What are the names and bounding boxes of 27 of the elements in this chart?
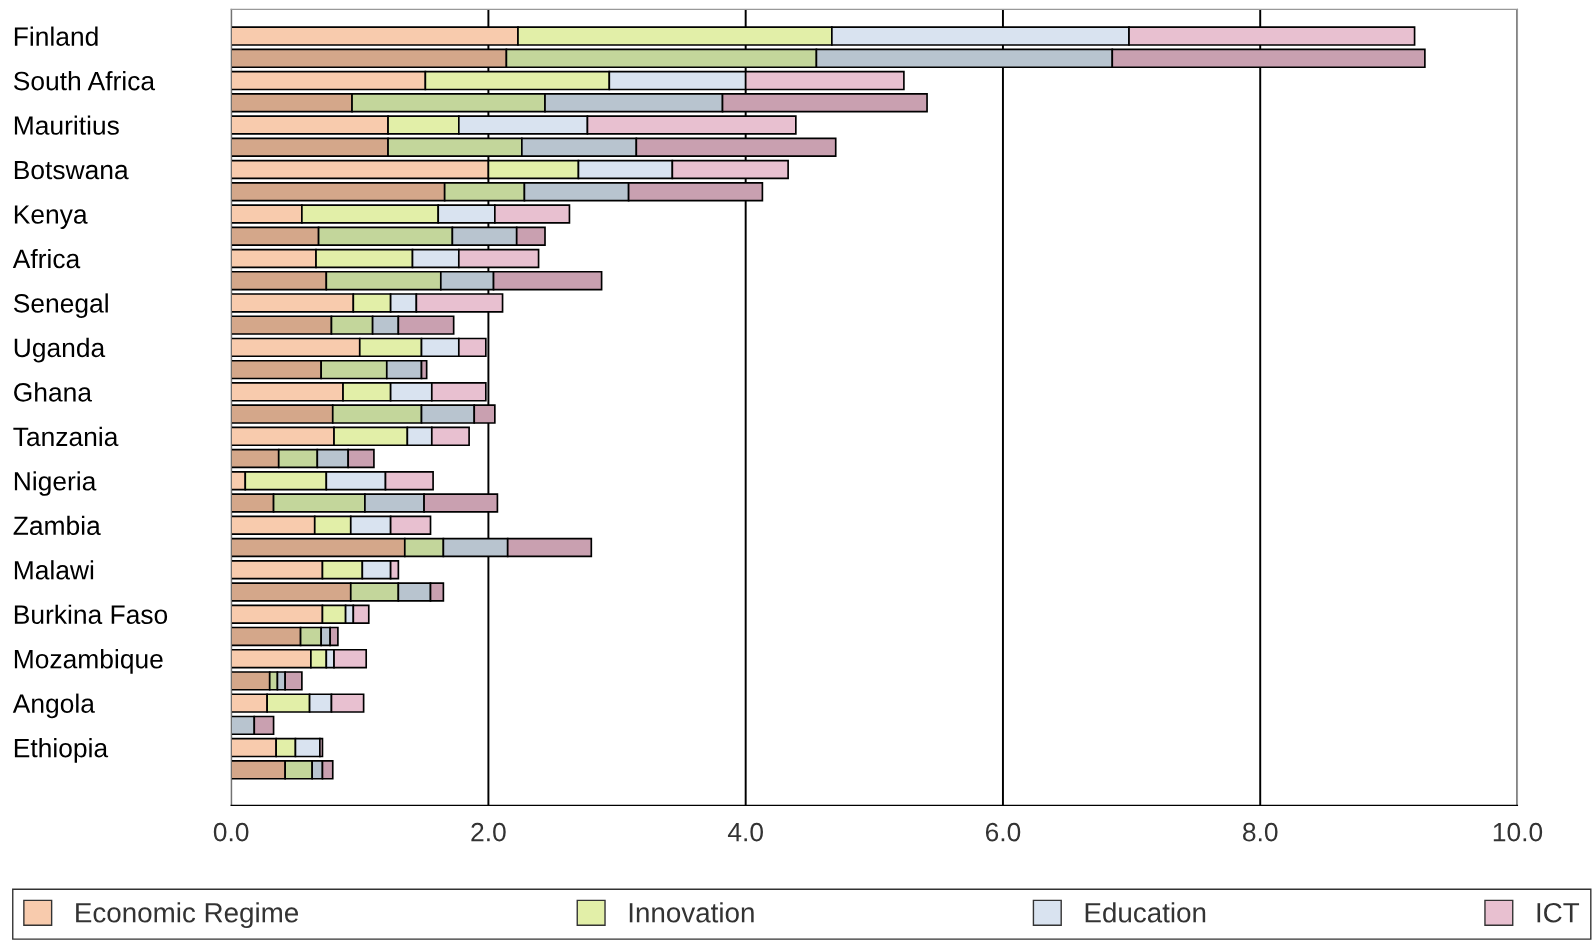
x-tick-label: 4.0: [727, 822, 763, 842]
y-tick-label: Mauritius: [14, 115, 119, 135]
x-tick-label: 10.0: [1493, 822, 1543, 842]
x-tick-label: 2.0: [471, 822, 506, 842]
y-tick-label: Botswana: [14, 160, 129, 180]
x-tick-label: 6.0: [985, 822, 1021, 842]
legend-label: Innovation: [629, 902, 754, 923]
y-tick-label: Mozambique: [14, 649, 163, 674]
y-tick-label: South Africa: [13, 71, 156, 91]
y-tick-label: Africa: [12, 248, 81, 269]
y-tick-label: Nigeria: [14, 471, 97, 496]
legend-label: ICT: [1537, 902, 1580, 923]
y-tick-label: Kenya: [14, 205, 88, 230]
y-tick-label: Tanzania: [13, 426, 119, 447]
x-tick-label: 8.0: [1243, 822, 1278, 842]
y-tick-label: Finland: [14, 26, 98, 46]
legend-label: Economic Regime: [76, 902, 299, 929]
y-tick-label: Ghana: [14, 382, 92, 402]
legend-label: Education: [1085, 902, 1206, 923]
y-tick-label: Angola: [12, 693, 95, 719]
y-tick-label: Ethiopia: [14, 738, 109, 763]
x-tick-label: 0.0: [213, 822, 249, 842]
y-tick-label: Burkina Faso: [14, 604, 168, 625]
y-tick-label: Malawi: [14, 560, 94, 580]
y-tick-label: Uganda: [14, 337, 106, 363]
y-tick-label: Senegal: [13, 293, 108, 318]
y-tick-label: Zambia: [13, 515, 101, 536]
